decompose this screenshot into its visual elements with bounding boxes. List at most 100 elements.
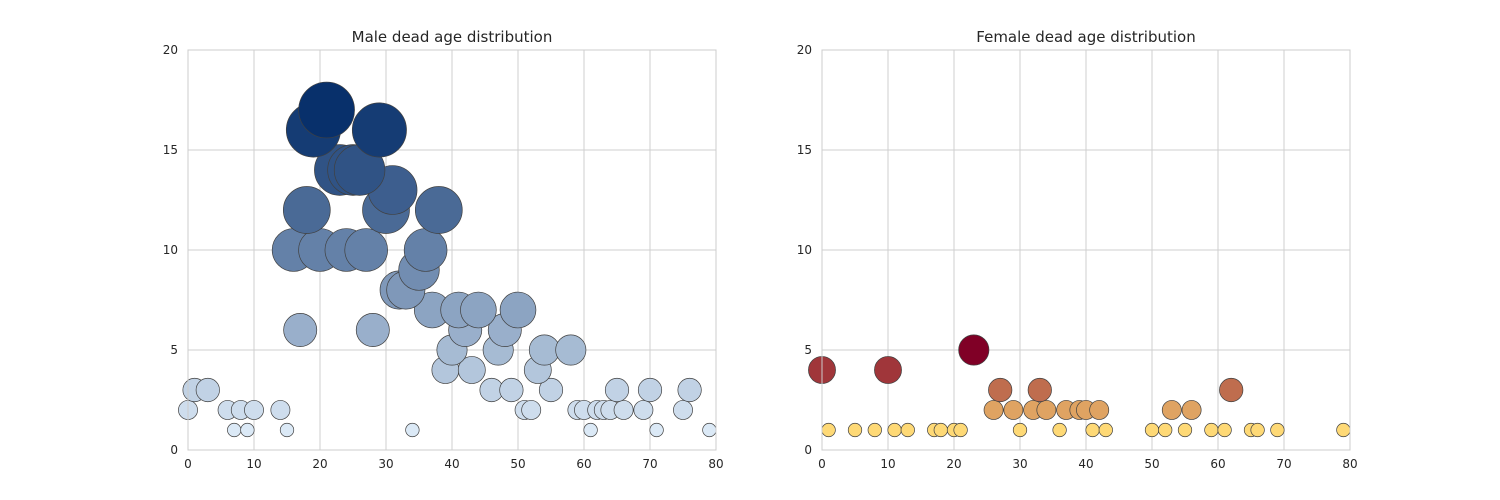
female-x-tick-label: 10 — [880, 457, 895, 471]
male-point — [403, 228, 448, 272]
female-point — [1052, 422, 1067, 438]
female-point — [1270, 422, 1285, 438]
male-x-tick-label: 0 — [184, 457, 192, 471]
female-point — [1336, 422, 1351, 438]
male-point — [283, 313, 318, 347]
female-point — [900, 422, 915, 438]
female-point — [1217, 422, 1232, 438]
male-point — [538, 377, 564, 403]
male-grid — [187, 49, 717, 451]
female-point — [1144, 422, 1160, 438]
female-x-tick-label: 20 — [946, 457, 961, 471]
male-y-tick-label: 10 — [163, 243, 178, 257]
female-point — [953, 422, 968, 438]
female-point — [1036, 400, 1057, 420]
male-point — [240, 422, 255, 438]
female-point — [983, 400, 1004, 420]
female-point — [1158, 422, 1173, 438]
male-y-tick-label: 0 — [170, 443, 178, 457]
female-y-tick-label: 20 — [797, 43, 812, 57]
male-point — [279, 422, 295, 438]
male-point — [677, 377, 702, 403]
male-point — [604, 377, 630, 403]
male-point — [457, 356, 486, 384]
male-point — [702, 422, 717, 438]
male-point — [351, 102, 407, 158]
female-x-tick-label: 30 — [1012, 457, 1027, 471]
male-point — [355, 313, 390, 347]
female-point — [1204, 422, 1219, 438]
male-point — [673, 400, 693, 420]
male-point — [528, 334, 560, 366]
male-point — [521, 400, 542, 420]
male-point — [270, 400, 291, 420]
male-y-tick-label: 15 — [163, 143, 178, 157]
male-x-tick-label: 30 — [378, 457, 393, 471]
female-x-tick-label: 60 — [1210, 457, 1225, 471]
female-point — [958, 334, 990, 366]
male-x-tick-label: 40 — [444, 457, 459, 471]
female-grid — [821, 49, 1351, 451]
female-y-tick-label: 15 — [797, 143, 812, 157]
male-point — [282, 186, 331, 234]
male-point — [499, 291, 537, 329]
female-point — [1161, 400, 1182, 420]
male-y-tick-label: 20 — [163, 43, 178, 57]
female-point — [1177, 422, 1193, 438]
female-points — [808, 334, 1351, 438]
female-point — [1003, 400, 1024, 420]
male-point — [649, 422, 664, 438]
female-x-tick-label: 50 — [1144, 457, 1159, 471]
female-point — [867, 422, 882, 438]
male-x-tick-label: 80 — [708, 457, 723, 471]
male-x-tick-label: 20 — [312, 457, 327, 471]
female-y-tick-label: 10 — [797, 243, 812, 257]
male-point — [344, 228, 388, 272]
male-x-tick-label: 70 — [642, 457, 657, 471]
male-point — [227, 422, 242, 438]
female-y-tick-label: 0 — [804, 443, 812, 457]
female-point — [1089, 400, 1110, 420]
female-point — [1219, 377, 1244, 403]
female-point — [1098, 422, 1113, 438]
male-point — [555, 334, 587, 366]
male-chart-title: Male dead age distribution — [352, 28, 553, 46]
male-y-tick-label: 5 — [170, 343, 178, 357]
male-points — [178, 81, 717, 438]
female-point — [1250, 422, 1265, 438]
female-chart: 0 10 20 30 40 50 60 70 80 0 5 10 15 20 Female dead a… — [797, 28, 1358, 471]
female-chart-title: Female dead age distribution — [976, 28, 1195, 46]
male-point — [195, 377, 220, 403]
male-point — [414, 186, 463, 234]
male-y-ticks: 0 5 10 15 20 — [163, 43, 178, 457]
female-point — [1027, 377, 1052, 403]
male-x-tick-label: 10 — [246, 457, 261, 471]
female-plot-frame — [821, 49, 1351, 451]
male-x-tick-label: 60 — [576, 457, 591, 471]
female-point — [887, 422, 902, 438]
female-point — [988, 377, 1013, 403]
female-x-tick-label: 70 — [1276, 457, 1291, 471]
male-point — [244, 400, 264, 420]
female-point — [1181, 400, 1202, 420]
male-x-ticks: 0 10 20 30 40 50 60 70 80 — [184, 457, 723, 471]
female-x-tick-label: 80 — [1342, 457, 1357, 471]
male-point — [460, 291, 497, 329]
male-point — [499, 377, 524, 403]
female-point — [933, 422, 948, 438]
female-point — [847, 422, 863, 438]
female-point — [1012, 422, 1028, 438]
female-point — [821, 422, 836, 438]
female-x-tick-label: 40 — [1078, 457, 1093, 471]
female-y-tick-label: 5 — [804, 343, 812, 357]
male-point — [405, 422, 420, 438]
male-chart: 0 10 20 30 40 50 60 70 80 0 5 10 15 20 Male dead age… — [163, 28, 724, 471]
male-point — [637, 377, 663, 403]
female-x-tick-label: 0 — [818, 457, 826, 471]
female-point — [874, 356, 902, 384]
male-point — [583, 422, 598, 438]
female-point — [1085, 422, 1100, 438]
male-point — [633, 400, 654, 420]
female-x-ticks: 0 10 20 30 40 50 60 70 80 — [818, 457, 1357, 471]
